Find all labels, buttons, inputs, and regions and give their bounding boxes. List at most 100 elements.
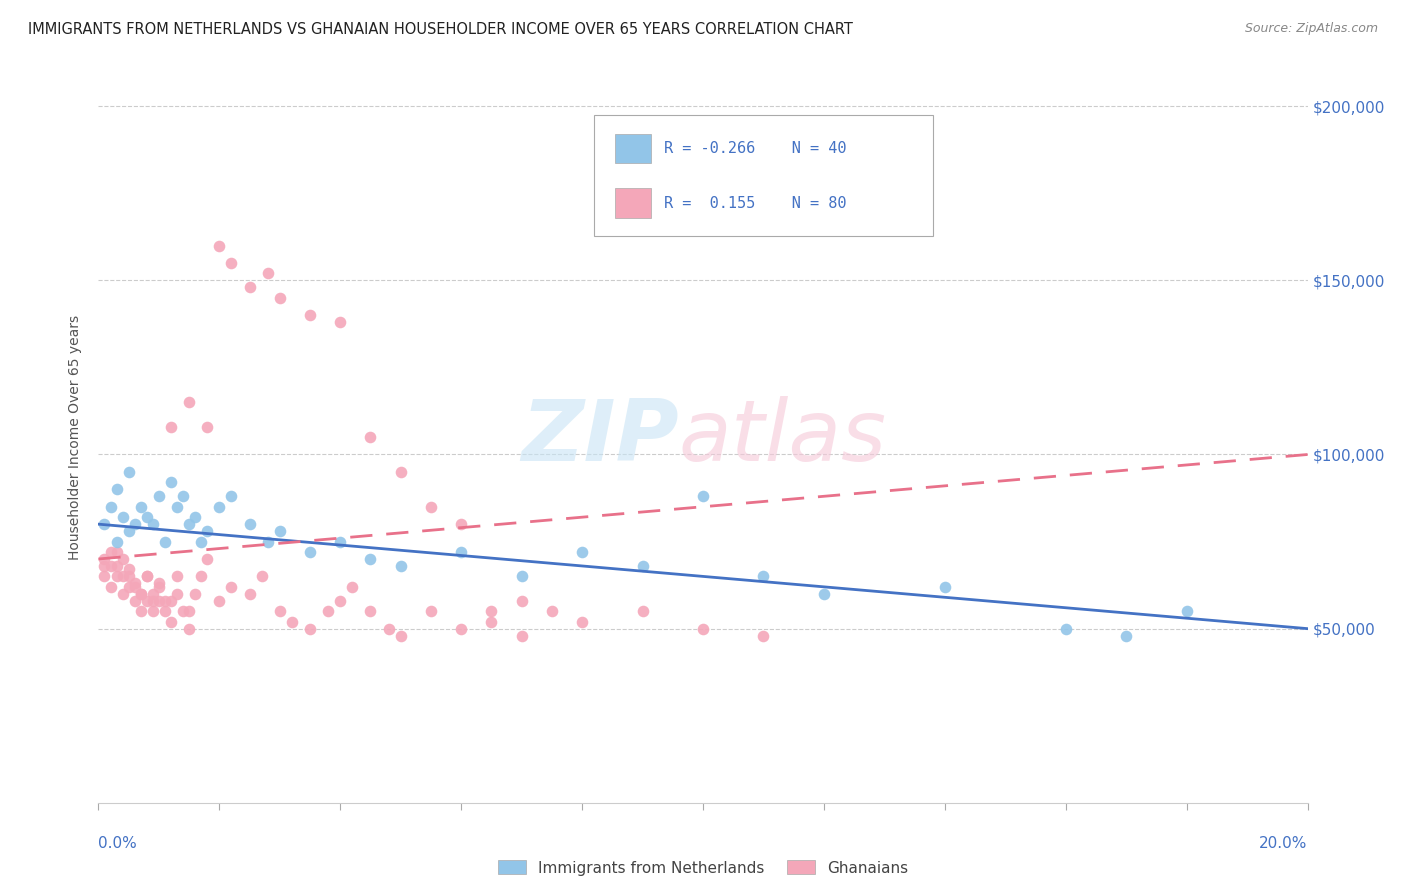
Text: 20.0%: 20.0% <box>1260 836 1308 851</box>
Point <box>934 580 956 594</box>
Point <box>195 524 218 538</box>
Point <box>281 615 304 629</box>
Point <box>100 500 122 514</box>
Point <box>450 622 472 636</box>
Point <box>129 604 152 618</box>
Point <box>118 465 141 479</box>
Point <box>299 545 322 559</box>
Point <box>221 489 243 503</box>
Point <box>221 580 243 594</box>
Point <box>179 395 201 409</box>
Point <box>239 517 262 532</box>
Point <box>105 545 128 559</box>
Point <box>299 308 322 322</box>
Point <box>208 238 231 252</box>
Point <box>360 552 382 566</box>
Point <box>420 500 443 514</box>
Point <box>142 517 165 532</box>
Point <box>195 419 218 434</box>
Point <box>208 594 231 608</box>
Point <box>571 545 593 559</box>
Point <box>692 622 714 636</box>
Point <box>111 569 134 583</box>
Point <box>250 569 273 583</box>
Point <box>481 604 503 618</box>
Point <box>1054 622 1077 636</box>
Point <box>111 587 134 601</box>
Point <box>360 430 382 444</box>
Point <box>172 604 194 618</box>
Point <box>160 615 183 629</box>
Point <box>269 291 291 305</box>
Point <box>135 569 157 583</box>
Point <box>184 510 207 524</box>
Point <box>540 604 562 618</box>
Point <box>184 587 207 601</box>
Point <box>142 604 165 618</box>
Point <box>510 594 533 608</box>
Point <box>752 569 775 583</box>
Point <box>190 534 212 549</box>
Text: IMMIGRANTS FROM NETHERLANDS VS GHANAIAN HOUSEHOLDER INCOME OVER 65 YEARS CORRELA: IMMIGRANTS FROM NETHERLANDS VS GHANAIAN … <box>28 22 853 37</box>
Point <box>389 558 412 573</box>
Point <box>166 569 188 583</box>
Point <box>135 594 157 608</box>
Text: R =  0.155    N = 80: R = 0.155 N = 80 <box>664 195 846 211</box>
Point <box>105 534 128 549</box>
Point <box>342 580 364 594</box>
Point <box>1175 604 1198 618</box>
Point <box>420 604 443 618</box>
Point <box>129 500 152 514</box>
Point <box>510 629 533 643</box>
Point <box>100 558 122 573</box>
Point <box>124 517 146 532</box>
Point <box>93 552 115 566</box>
Point <box>160 594 183 608</box>
Point <box>142 587 165 601</box>
Point <box>118 580 141 594</box>
Point <box>100 545 122 559</box>
Point <box>135 569 157 583</box>
Point <box>105 483 128 497</box>
Point <box>360 604 382 618</box>
Point <box>135 510 157 524</box>
Text: atlas: atlas <box>679 395 887 479</box>
Point <box>269 524 291 538</box>
Point <box>166 587 188 601</box>
Point <box>179 622 201 636</box>
Point <box>153 534 176 549</box>
Point <box>377 622 399 636</box>
Point <box>239 587 262 601</box>
Point <box>692 489 714 503</box>
Point <box>93 558 115 573</box>
Point <box>299 622 322 636</box>
Point <box>179 517 201 532</box>
Point <box>221 256 243 270</box>
Point <box>124 576 146 591</box>
Point <box>316 604 339 618</box>
Point <box>148 580 170 594</box>
Point <box>160 475 183 490</box>
Point <box>389 465 412 479</box>
Point <box>148 489 170 503</box>
Point <box>450 517 472 532</box>
Point <box>148 576 170 591</box>
Point <box>166 500 188 514</box>
Point <box>269 604 291 618</box>
Point <box>105 558 128 573</box>
Point <box>329 534 352 549</box>
Point <box>172 489 194 503</box>
Point <box>1115 629 1137 643</box>
Point <box>153 594 176 608</box>
Point <box>389 629 412 643</box>
Point <box>118 569 141 583</box>
FancyBboxPatch shape <box>595 115 932 235</box>
Point <box>105 569 128 583</box>
Point <box>752 629 775 643</box>
Point <box>111 510 134 524</box>
Point <box>93 569 115 583</box>
Point <box>481 615 503 629</box>
Y-axis label: Householder Income Over 65 years: Householder Income Over 65 years <box>69 315 83 559</box>
FancyBboxPatch shape <box>614 134 651 163</box>
Text: Source: ZipAtlas.com: Source: ZipAtlas.com <box>1244 22 1378 36</box>
